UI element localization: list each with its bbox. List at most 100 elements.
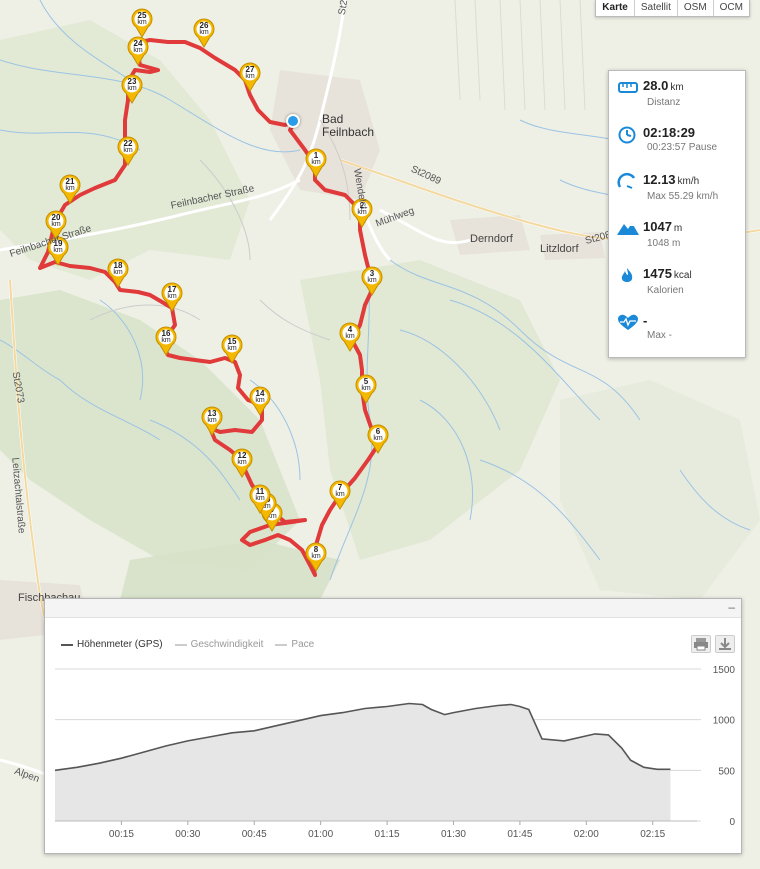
heart-rate-icon — [618, 314, 638, 330]
layer-button-satellit[interactable]: Satellit — [633, 0, 677, 16]
town-label-line2: Feilnbach — [322, 125, 375, 139]
km-marker-7[interactable]: 7 km — [329, 480, 351, 510]
map-pin-icon — [361, 266, 383, 296]
legend-item-speed[interactable]: Geschwindigkeit — [174, 639, 264, 650]
km-marker-19[interactable]: 19 km — [47, 236, 69, 266]
km-marker-unit: km — [113, 269, 123, 276]
km-marker-number: 13 — [207, 409, 217, 418]
km-marker-25[interactable]: 25 km — [131, 8, 153, 38]
y-tick-label: 1500 — [713, 665, 736, 676]
elevation-chart[interactable]: 0 500 1000 1500 00:15 00:30 00:45 01:00 01:15 01:… — [45, 599, 741, 853]
km-marker-6[interactable]: 6 km — [367, 424, 389, 454]
map-pin-icon — [45, 210, 67, 240]
stat-heartrate: - Max - — [609, 310, 745, 357]
km-marker-number: 23 — [127, 77, 137, 86]
layer-button-karte[interactable]: Karte — [602, 2, 628, 13]
km-marker-3[interactable]: 3 km — [361, 266, 383, 296]
km-marker-unit: km — [127, 85, 137, 92]
map-pin-icon — [193, 18, 215, 48]
distance-value: 28.0 — [643, 78, 669, 93]
flame-icon — [621, 268, 633, 282]
km-marker-unit: km — [199, 29, 209, 36]
town-label-bad-feilnbach: Bad Feilnbach — [322, 113, 374, 139]
km-marker-number: 8 — [313, 545, 319, 554]
map-layer-switcher: Karte Satellit OSM OCM — [595, 0, 750, 17]
km-marker-number: 22 — [123, 139, 133, 148]
km-marker-number: 11 — [255, 487, 265, 496]
layer-button-ocm[interactable]: OCM — [712, 0, 749, 16]
km-marker-5[interactable]: 5 km — [355, 374, 377, 404]
km-marker-8[interactable]: 8 km — [305, 542, 327, 572]
legend-item-elevation[interactable]: Höhenmeter (GPS) — [61, 639, 163, 650]
km-marker-unit: km — [311, 553, 321, 560]
download-button[interactable] — [715, 635, 735, 653]
map-pin-icon — [117, 136, 139, 166]
legend-label: Geschwindigkeit — [190, 639, 264, 650]
km-marker-unit: km — [167, 293, 177, 300]
km-marker-22[interactable]: 22 km — [117, 136, 139, 166]
mountain-icon — [617, 223, 639, 235]
km-marker-18[interactable]: 18 km — [107, 258, 129, 288]
x-tick-label: 01:30 — [441, 829, 466, 840]
km-marker-21[interactable]: 21 km — [59, 174, 81, 204]
km-marker-24[interactable]: 24 km — [127, 36, 149, 66]
km-marker-14[interactable]: 14 km — [249, 386, 271, 416]
km-marker-15[interactable]: 15 km — [221, 334, 243, 364]
map-pin-icon — [161, 282, 183, 312]
stats-panel: 28.0 km Distanz 02:18:29 00:23:57 Pause 1… — [608, 70, 746, 358]
km-marker-4[interactable]: 4 km — [339, 322, 361, 352]
km-marker-number: 5 — [363, 377, 369, 386]
place-label-litzldorf: Litzldorf — [540, 243, 579, 255]
map-pin-icon — [59, 174, 81, 204]
x-tick-label: 00:45 — [242, 829, 267, 840]
legend-item-pace[interactable]: Pace — [275, 639, 314, 650]
km-marker-17[interactable]: 17 km — [161, 282, 183, 312]
km-marker-unit: km — [345, 333, 355, 340]
map-pin-icon — [127, 36, 149, 66]
current-position-dot[interactable] — [286, 114, 300, 128]
print-button[interactable] — [691, 635, 711, 653]
km-marker-unit: km — [245, 73, 255, 80]
km-marker-number: 3 — [369, 269, 375, 278]
time-value: 02:18:29 — [643, 125, 696, 140]
stat-time: 02:18:29 00:23:57 Pause — [609, 122, 745, 169]
km-marker-unit: km — [357, 209, 367, 216]
km-marker-number: 2 — [359, 201, 365, 210]
km-marker-number: 26 — [199, 21, 209, 30]
km-marker-26[interactable]: 26 km — [193, 18, 215, 48]
km-marker-1[interactable]: 1 km — [305, 148, 327, 178]
speed-unit: km/h — [677, 176, 700, 187]
collapse-button[interactable]: – — [728, 600, 735, 614]
km-marker-11[interactable]: 11 km — [249, 484, 271, 514]
map-pin-icon — [221, 334, 243, 364]
km-marker-unit: km — [267, 513, 277, 520]
km-marker-23[interactable]: 23 km — [121, 74, 143, 104]
map-pin-icon — [351, 198, 373, 228]
km-marker-12[interactable]: 12 km — [231, 448, 253, 478]
km-marker-number: 17 — [167, 285, 177, 294]
km-marker-unit: km — [53, 247, 63, 254]
km-marker-unit: km — [361, 385, 371, 392]
km-marker-unit: km — [373, 435, 383, 442]
distance-label: Distanz — [647, 97, 681, 108]
km-marker-number: 19 — [53, 239, 63, 248]
layer-button-osm[interactable]: OSM — [676, 0, 713, 16]
elevation-unit: m — [673, 223, 683, 234]
km-marker-number: 1 — [313, 151, 319, 160]
km-marker-unit: km — [261, 503, 271, 510]
km-marker-13[interactable]: 13 km — [201, 406, 223, 436]
km-marker-2[interactable]: 2 km — [351, 198, 373, 228]
km-marker-unit: km — [133, 47, 143, 54]
map-pin-icon — [239, 62, 261, 92]
map-pin-icon — [107, 258, 129, 288]
km-marker-unit: km — [207, 417, 217, 424]
chart-topbar: – — [45, 599, 741, 618]
km-marker-27[interactable]: 27 km — [239, 62, 261, 92]
elevation-sub: 1048 m — [647, 238, 681, 249]
map-pin-icon — [329, 480, 351, 510]
km-marker-unit: km — [237, 459, 247, 466]
km-marker-16[interactable]: 16 km — [155, 326, 177, 356]
km-marker-20[interactable]: 20 km — [45, 210, 67, 240]
x-tick-label: 02:15 — [640, 829, 665, 840]
km-marker-number: 15 — [227, 337, 237, 346]
